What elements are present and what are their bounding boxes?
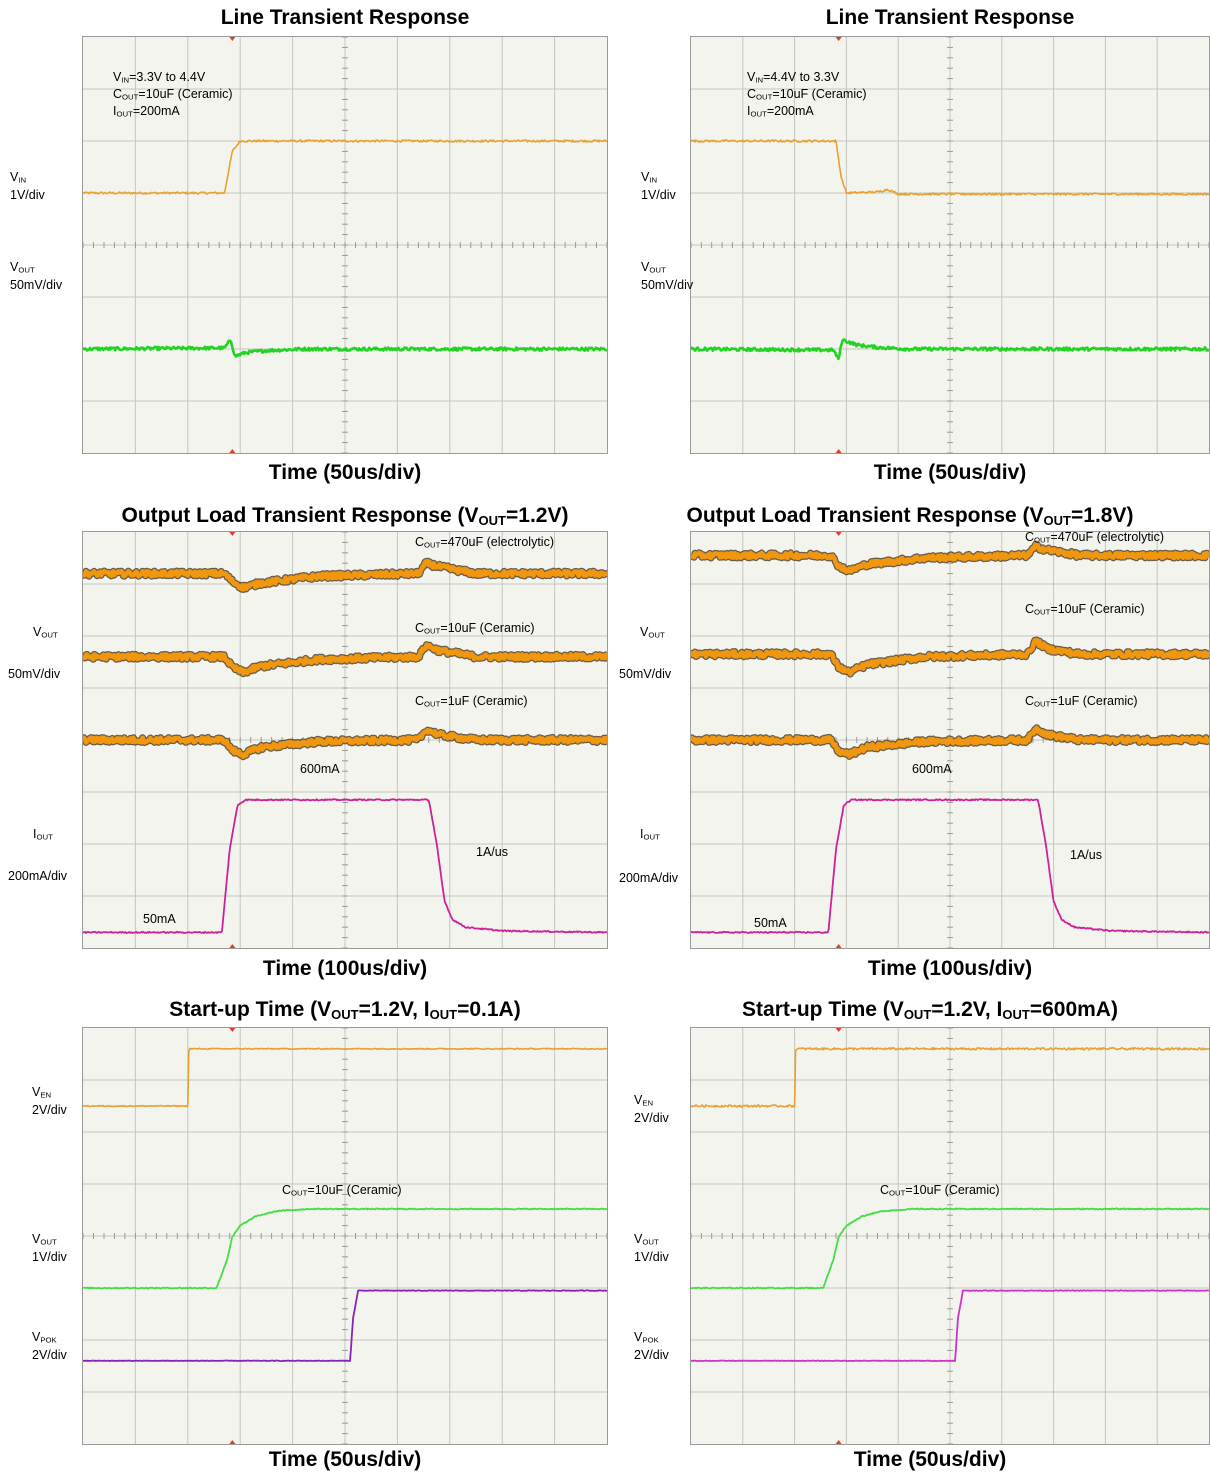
trigger-marker-bottom (835, 944, 842, 948)
trace-3 (83, 798, 607, 934)
channel-scale-vout: 50mV/div (619, 667, 672, 681)
trace-2 (83, 727, 607, 760)
x-axis-label: Time (100us/div) (867, 957, 1033, 980)
channel-label-vout: VOUT 1V/div (32, 1232, 67, 1264)
scope-screen (82, 531, 608, 949)
trace-1 (691, 1207, 1209, 1290)
chart-title: Output Load Transient Response (VOUT=1.2… (121, 504, 569, 528)
x-axis-label: Time (50us/div) (268, 461, 422, 484)
annotation-current-low: 50mA (143, 912, 176, 926)
channel-scale-iout: 200mA/div (8, 869, 68, 883)
channel-label-ven: VEN 2V/div (634, 1093, 669, 1125)
channel-label-iout: IOUT (33, 827, 53, 842)
channel-label-vout: VOUT (640, 625, 665, 640)
trigger-marker-bottom (229, 449, 236, 453)
trace-2 (691, 1289, 1209, 1362)
chart-title: Line Transient Response (220, 6, 470, 29)
trace-0 (83, 1047, 607, 1108)
scope-screen (82, 1027, 608, 1445)
trace-0 (691, 139, 1209, 196)
scope-plot (691, 37, 1209, 453)
scope-plot (83, 37, 607, 453)
scope-screen (690, 1027, 1210, 1445)
scope-screen (690, 36, 1210, 454)
annotation-cout-condition: COUT=10uF (Ceramic) (113, 87, 233, 102)
x-axis-label: Time (50us/div) (268, 1448, 422, 1471)
annotation-cout-10: COUT=10uF (Ceramic) (282, 1183, 402, 1198)
channel-label-vin: VIN 1V/div (10, 170, 45, 202)
annotation-cout-470: COUT=470uF (electrolytic) (1025, 530, 1164, 545)
trigger-marker-top (835, 532, 842, 536)
trace-1 (691, 338, 1209, 361)
annotation-vin-condition: VIN=4.4V to 3.3V (747, 70, 840, 85)
trace-0 (691, 541, 1209, 575)
graticule (691, 1028, 1209, 1444)
scope-plot (83, 532, 607, 948)
annotation-current-high: 600mA (300, 762, 340, 776)
channel-label-vout: VOUT 50mV/div (641, 260, 694, 292)
scope-plot (83, 1028, 607, 1444)
trigger-marker-top (229, 532, 236, 536)
scope-screen (82, 36, 608, 454)
channel-label-iout: IOUT (640, 827, 660, 842)
graticule (83, 1028, 607, 1444)
chart-title: Line Transient Response (825, 6, 1075, 29)
channel-label-vpok: VPOK 2V/div (32, 1330, 67, 1362)
x-axis-label: Time (100us/div) (262, 957, 428, 980)
trigger-marker-top (229, 1028, 236, 1032)
channel-label-vout: VOUT (33, 625, 58, 640)
annotation-current-high: 600mA (912, 762, 952, 776)
annotation-current-low: 50mA (754, 916, 787, 930)
annotation-slew-rate: 1A/us (476, 845, 508, 859)
annotation-cout-condition: COUT=10uF (Ceramic) (747, 87, 867, 102)
trace-3 (691, 798, 1209, 934)
channel-label-vout: VOUT 50mV/div (10, 260, 63, 292)
chart-title: Output Load Transient Response (VOUT=1.8… (686, 504, 1134, 528)
annotation-cout-10: COUT=10uF (Ceramic) (1025, 602, 1145, 617)
channel-label-vin: VIN 1V/div (641, 170, 676, 202)
annotation-iout-condition: IOUT=200mA (747, 104, 814, 119)
trace-0 (83, 139, 607, 195)
channel-scale-iout: 200mA/div (619, 871, 679, 885)
annotation-vin-condition: VIN=3.3V to 4.4V (113, 70, 206, 85)
annotation-cout-10: COUT=10uF (Ceramic) (880, 1183, 1000, 1198)
channel-label-vpok: VPOK 2V/div (634, 1330, 669, 1362)
trace-1 (83, 642, 607, 676)
chart-title: Start-up Time (VOUT=1.2V, IOUT=600mA) (742, 998, 1118, 1022)
annotation-cout-10: COUT=10uF (Ceramic) (415, 621, 535, 636)
trigger-marker-top (229, 37, 236, 41)
x-axis-label: Time (50us/div) (873, 461, 1027, 484)
trigger-marker-bottom (835, 1440, 842, 1444)
trigger-marker-top (835, 1028, 842, 1032)
trace-0 (691, 1047, 1209, 1108)
trace-1 (691, 637, 1209, 677)
annotation-cout-1: COUT=1uF (Ceramic) (1025, 694, 1138, 709)
channel-label-vout: VOUT 1V/div (634, 1232, 669, 1264)
channel-scale-vout: 50mV/div (8, 667, 61, 681)
trace-0 (83, 558, 607, 592)
chart-title: Start-up Time (VOUT=1.2V, IOUT=0.1A) (169, 998, 521, 1022)
trigger-marker-bottom (229, 944, 236, 948)
trace-2 (691, 725, 1209, 759)
channel-label-ven: VEN 2V/div (32, 1085, 67, 1117)
trace-1 (83, 339, 607, 358)
scope-plot (691, 1028, 1209, 1444)
trace-2 (83, 1289, 607, 1362)
annotation-cout-470: COUT=470uF (electrolytic) (415, 535, 554, 550)
annotation-cout-1: COUT=1uF (Ceramic) (415, 694, 528, 709)
x-axis-label: Time (50us/div) (853, 1448, 1007, 1471)
trigger-marker-bottom (835, 449, 842, 453)
scope-plot (691, 532, 1209, 948)
trace-1 (83, 1207, 607, 1290)
annotation-iout-condition: IOUT=200mA (113, 104, 180, 119)
trigger-marker-bottom (229, 1440, 236, 1444)
annotation-slew-rate: 1A/us (1070, 848, 1102, 862)
trigger-marker-top (835, 37, 842, 41)
scope-screen (690, 531, 1210, 949)
